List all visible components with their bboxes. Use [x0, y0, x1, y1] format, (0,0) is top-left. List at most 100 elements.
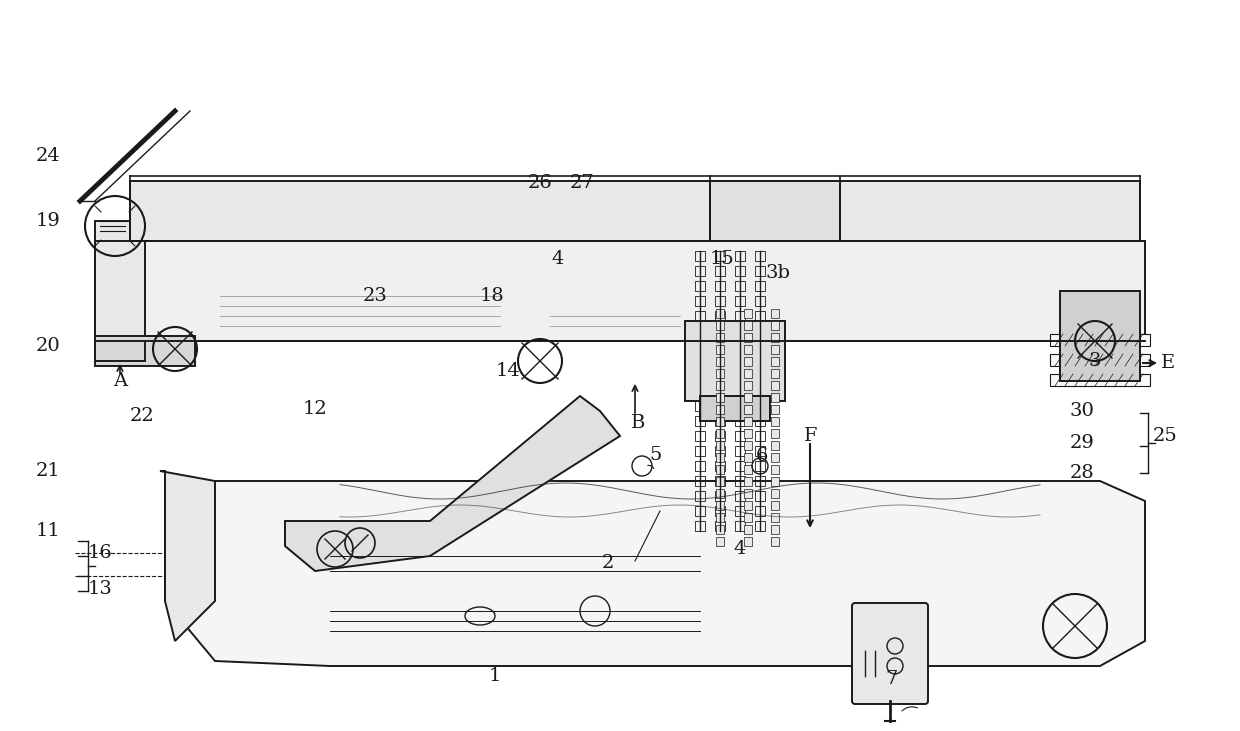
Bar [715, 537, 724, 546]
Text: F: F [805, 427, 817, 445]
Bar [715, 405, 724, 414]
Bar [715, 341, 725, 351]
Bar [755, 296, 765, 306]
Bar [771, 465, 779, 474]
Bar [95, 221, 145, 361]
Text: 4: 4 [552, 250, 564, 268]
Bar [755, 431, 765, 441]
Bar [744, 465, 751, 474]
Bar [715, 521, 725, 531]
Bar [95, 336, 195, 366]
Bar [771, 333, 779, 342]
Bar [694, 371, 706, 381]
Bar [715, 357, 724, 366]
Bar [715, 506, 725, 516]
Bar [711, 181, 839, 241]
Bar [755, 341, 765, 351]
Bar [771, 321, 779, 330]
Bar [130, 181, 1140, 241]
Bar [694, 356, 706, 366]
Text: 30: 30 [1070, 402, 1095, 420]
Bar [771, 501, 779, 510]
Bar [735, 476, 745, 486]
Bar [715, 416, 725, 426]
Bar [694, 386, 706, 396]
Bar [744, 513, 751, 522]
Text: 11: 11 [36, 522, 61, 540]
Polygon shape [165, 481, 1145, 666]
Bar [735, 506, 745, 516]
Text: A: A [113, 372, 126, 390]
Bar [755, 266, 765, 276]
Bar [715, 401, 725, 411]
Bar [771, 357, 779, 366]
Polygon shape [1050, 354, 1149, 366]
Text: 25: 25 [1153, 427, 1177, 445]
Bar [744, 345, 751, 354]
Bar [744, 429, 751, 438]
Bar [715, 281, 725, 291]
Text: 13: 13 [88, 580, 113, 598]
Text: 15: 15 [709, 250, 734, 268]
Bar [735, 371, 745, 381]
Polygon shape [160, 471, 215, 641]
Bar [771, 477, 779, 486]
Bar [715, 491, 725, 501]
Bar [735, 356, 745, 366]
Bar [715, 333, 724, 342]
Bar [715, 465, 724, 474]
Bar [771, 417, 779, 426]
Bar [735, 461, 745, 471]
Bar [735, 401, 745, 411]
Bar [771, 525, 779, 534]
Text: 23: 23 [362, 287, 387, 305]
Bar [715, 429, 724, 438]
Bar [735, 521, 745, 531]
Bar [715, 309, 724, 318]
Text: 21: 21 [36, 462, 61, 480]
Bar [744, 453, 751, 462]
Text: B: B [631, 414, 645, 432]
Bar [735, 311, 745, 321]
Text: 29: 29 [1070, 434, 1095, 452]
Bar [694, 251, 706, 261]
Bar [744, 489, 751, 498]
Bar [755, 371, 765, 381]
Bar [735, 281, 745, 291]
Bar [715, 441, 724, 450]
Text: 27: 27 [569, 174, 594, 192]
Text: 3b: 3b [765, 264, 791, 282]
Bar [771, 381, 779, 390]
Bar [735, 416, 745, 426]
Bar [715, 371, 725, 381]
Bar [715, 381, 724, 390]
Text: 4: 4 [734, 540, 746, 558]
Bar [715, 369, 724, 378]
Bar [755, 281, 765, 291]
Bar [715, 446, 725, 456]
Bar [715, 326, 725, 336]
Bar [771, 441, 779, 450]
Bar [744, 393, 751, 402]
Bar [1060, 291, 1140, 381]
Bar [715, 525, 724, 534]
Bar [755, 446, 765, 456]
Bar [744, 333, 751, 342]
Bar [694, 521, 706, 531]
Bar [715, 321, 724, 330]
Bar [744, 405, 751, 414]
Bar [694, 506, 706, 516]
Bar [715, 476, 725, 486]
Text: 3: 3 [1089, 352, 1101, 370]
Bar [771, 405, 779, 414]
Bar [694, 476, 706, 486]
Text: 26: 26 [528, 174, 552, 192]
Bar [744, 417, 751, 426]
Bar [744, 537, 751, 546]
Bar [715, 453, 724, 462]
Bar [744, 525, 751, 534]
Bar [715, 356, 725, 366]
Bar [771, 345, 779, 354]
Text: 28: 28 [1070, 464, 1095, 482]
Text: 7: 7 [885, 670, 898, 688]
